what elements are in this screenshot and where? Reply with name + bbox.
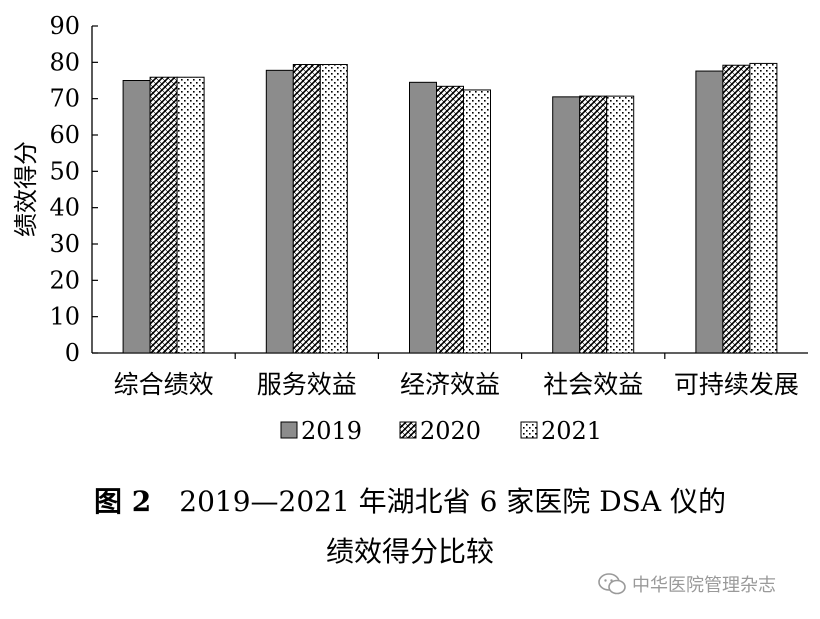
bar-2019-1 bbox=[122, 80, 151, 354]
figure-caption-line2: 绩效得分比较 bbox=[325, 535, 494, 568]
bar-2019-5 bbox=[695, 70, 724, 354]
figure-caption-line1: 图 2 2019—2021 年湖北省 6 家医院 DSA 仪的 bbox=[0, 480, 820, 520]
legend-label-2020: 2020 bbox=[420, 417, 481, 445]
watermark: 中华医院管理杂志 bbox=[598, 569, 808, 599]
x-tick-label: 综合绩效 bbox=[114, 370, 214, 399]
bar-2019-3 bbox=[409, 81, 437, 354]
y-tick-label: 40 bbox=[49, 194, 80, 222]
y-tick-label: 30 bbox=[49, 230, 80, 258]
legend-label-2021: 2021 bbox=[541, 417, 602, 445]
legend: 2019 2020 2021 bbox=[280, 417, 602, 445]
wechat-icon bbox=[598, 573, 626, 595]
bar-2019-4 bbox=[552, 96, 581, 354]
bar-2020-2 bbox=[292, 64, 321, 354]
legend-label-2019: 2019 bbox=[301, 417, 362, 445]
bar-2020-3 bbox=[436, 85, 464, 354]
bars bbox=[122, 62, 778, 354]
x-tick-labels: 综合绩效 服务效益 经济效益 社会效益 可持续发展 bbox=[114, 370, 799, 399]
bar-2021-3 bbox=[463, 89, 491, 354]
x-tick-label: 可持续发展 bbox=[674, 370, 799, 399]
y-tick-label: 80 bbox=[49, 48, 80, 76]
bar-2021-2 bbox=[319, 64, 348, 354]
y-tick-label: 20 bbox=[49, 266, 80, 294]
bar-2021-4 bbox=[606, 95, 635, 354]
y-tick-label: 10 bbox=[49, 303, 80, 331]
watermark-text: 中华医院管理杂志 bbox=[632, 575, 776, 596]
legend-swatch-2020 bbox=[399, 421, 417, 439]
bar-2021-1 bbox=[176, 76, 205, 354]
y-tick-labels: 0 10 20 30 40 50 60 70 80 90 bbox=[49, 12, 80, 367]
y-axis-label: 绩效得分 bbox=[12, 141, 40, 237]
y-tick-label: 70 bbox=[49, 85, 80, 113]
bar-2020-5 bbox=[722, 64, 751, 354]
bar-2019-2 bbox=[265, 69, 294, 354]
x-tick-label: 社会效益 bbox=[543, 370, 643, 399]
bar-2020-4 bbox=[579, 95, 608, 354]
y-tick-label: 60 bbox=[49, 121, 80, 149]
legend-swatch-2019 bbox=[280, 421, 298, 439]
bar-2020-1 bbox=[149, 76, 178, 354]
x-tick-label: 经济效益 bbox=[400, 370, 500, 399]
legend-swatch-2021 bbox=[520, 421, 538, 439]
y-tick-label: 0 bbox=[65, 339, 80, 367]
bar-2021-5 bbox=[749, 62, 778, 354]
bar-chart: 综合绩效 服务效益 经济效益 社会效益 可持续发展 0 10 20 30 40 50 60 70 80 9… bbox=[12, 12, 808, 445]
figure-label: 图 2 bbox=[94, 485, 152, 518]
y-tick-label: 90 bbox=[49, 12, 80, 40]
figure-caption-text: 2019—2021 年湖北省 6 家医院 DSA 仪的 bbox=[179, 485, 726, 518]
x-tick-label: 服务效益 bbox=[257, 370, 357, 399]
y-tick-label: 50 bbox=[49, 157, 80, 185]
